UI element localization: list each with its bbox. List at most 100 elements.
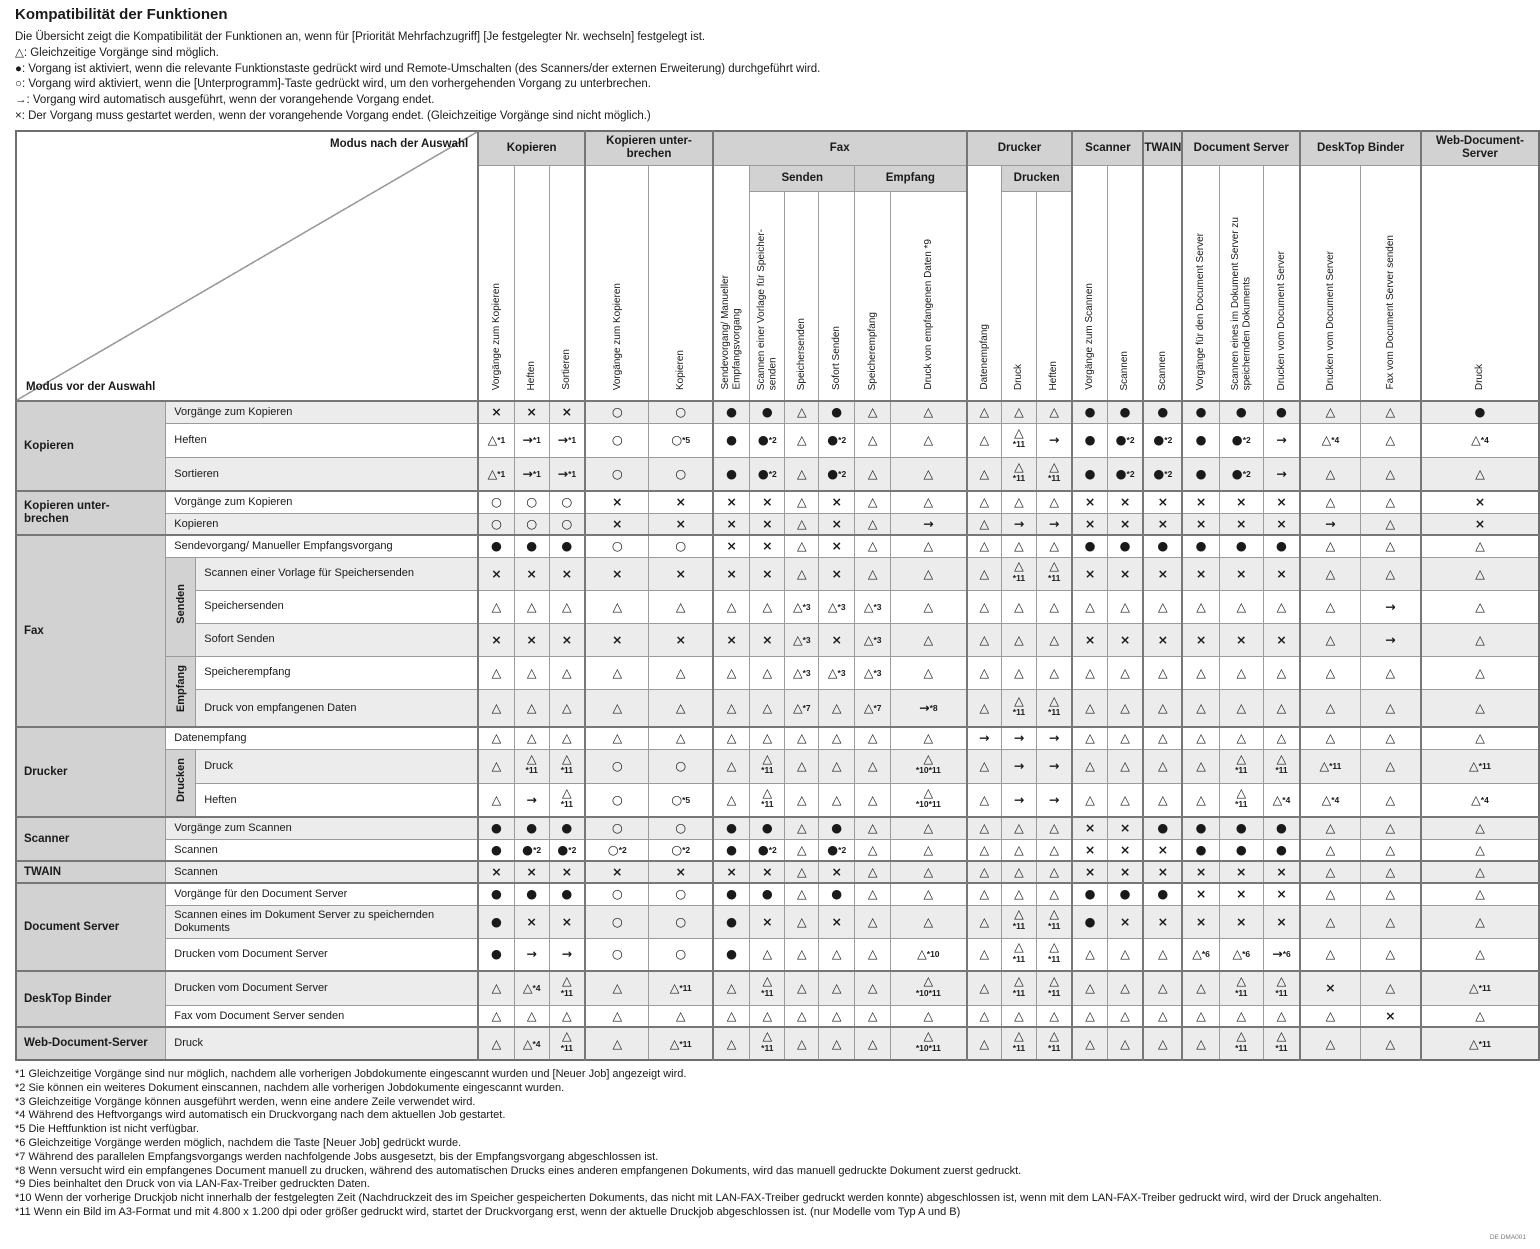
matrix-cell: △	[784, 490, 820, 514]
symbol: ●	[1084, 913, 1096, 929]
matrix-cell: △	[1420, 655, 1540, 690]
matrix-cell: ●	[477, 904, 515, 939]
matrix-cell: ×	[513, 400, 550, 424]
matrix-cell: △	[1359, 422, 1422, 458]
matrix-cell: △	[784, 748, 820, 784]
symbol: ○	[607, 841, 619, 857]
matrix-cell: △	[890, 838, 968, 862]
rotated-column-label: Kopieren	[674, 349, 686, 390]
symbol-with-footnote: △ *11	[1012, 973, 1026, 998]
matrix-cell: ●	[711, 422, 751, 458]
matrix-cell: ×	[1218, 882, 1264, 906]
symbol: ●	[827, 841, 839, 857]
symbol: △	[1049, 820, 1059, 836]
symbol: ×	[561, 404, 573, 420]
matrix-cell: △*11	[648, 1026, 714, 1061]
symbol: ○	[675, 758, 687, 773]
symbol: △	[796, 465, 807, 481]
matrix-cell: ○	[584, 816, 650, 840]
symbol: △	[923, 465, 934, 481]
matrix-cell: ○	[548, 512, 586, 536]
symbol: △	[1276, 699, 1287, 715]
symbol: △	[796, 494, 807, 510]
matrix-cell: △	[1299, 622, 1361, 657]
symbol: △	[1014, 864, 1024, 879]
symbol: △	[979, 980, 990, 996]
matrix-cell: △	[965, 622, 1002, 657]
matrix-cell: ○	[648, 904, 714, 939]
matrix-cell: ×	[1071, 838, 1108, 862]
symbol: △	[1475, 913, 1485, 929]
matrix-cell: △	[1142, 726, 1183, 750]
symbol: △	[491, 664, 502, 680]
matrix-cell: △*11	[1000, 1026, 1037, 1061]
symbol-with-footnote: △ *11	[1048, 973, 1061, 998]
matrix-cell: △	[965, 1004, 1002, 1028]
symbol: ●	[1195, 538, 1207, 554]
matrix-cell: ○*5	[648, 422, 714, 458]
column-subgroup-header: Senden	[749, 164, 856, 192]
symbol: △	[491, 1035, 502, 1051]
legend-bullet: ●: Vorgang ist aktiviert, wenn die relev…	[15, 62, 821, 75]
symbol-with-footnote: △ *11	[1235, 973, 1248, 998]
symbol: ●	[726, 820, 738, 836]
matrix-cell: △	[711, 589, 751, 624]
matrix-cell: △	[648, 688, 714, 728]
matrix-cell: ×	[749, 860, 786, 884]
symbol: ×	[1236, 515, 1247, 531]
matrix-cell: ○	[584, 904, 650, 939]
compatibility-matrix: Modus nach der Auswahl Modus vor der Ausw…	[15, 130, 1540, 1061]
matrix-cell: △	[1000, 882, 1037, 906]
matrix-cell: △	[584, 1004, 650, 1028]
matrix-cell: →	[1359, 589, 1422, 624]
symbol: △	[1325, 538, 1336, 554]
column-subgroup-header: Drucken	[1000, 164, 1073, 192]
symbol: △	[726, 758, 737, 773]
matrix-cell: △	[513, 589, 550, 624]
matrix-cell: △	[890, 726, 968, 750]
symbol: ●	[561, 820, 573, 836]
matrix-cell: △	[1359, 838, 1422, 862]
symbol: △	[1325, 598, 1336, 614]
matrix-cell: △*11	[1035, 688, 1073, 728]
matrix-cell: ×	[1218, 622, 1264, 657]
symbol: ●	[761, 404, 773, 420]
matrix-cell: △	[784, 904, 820, 939]
symbol: ●	[827, 465, 839, 481]
symbol: △	[1158, 791, 1168, 807]
symbol: ×	[726, 515, 737, 531]
symbol: △	[1236, 598, 1247, 614]
symbol: ●	[1235, 841, 1247, 857]
matrix-cell: △	[1000, 655, 1037, 690]
matrix-cell: △	[1359, 748, 1422, 784]
matrix-cell: △	[1359, 937, 1422, 972]
symbol: →	[1048, 758, 1060, 773]
symbol: △	[1325, 886, 1336, 902]
symbol: ●	[491, 886, 502, 902]
symbol: △	[979, 758, 990, 773]
symbol: △	[1085, 791, 1095, 807]
matrix-cell: △	[854, 904, 892, 939]
matrix-cell: △	[1262, 688, 1301, 728]
matrix-cell: ×	[818, 512, 856, 536]
matrix-cell: ×	[1071, 860, 1108, 884]
symbol: ○	[611, 946, 623, 962]
matrix-cell: △	[1299, 589, 1361, 624]
column-header: Scannen	[1142, 164, 1183, 402]
symbol: △	[1385, 538, 1396, 554]
symbol: △	[562, 598, 572, 614]
symbol: △	[796, 913, 807, 929]
symbol: △	[1049, 841, 1059, 857]
matrix-cell: △	[1299, 400, 1361, 424]
symbol: ×	[1385, 1007, 1396, 1023]
column-header: Sofort Senden	[818, 190, 856, 402]
symbol: ×	[675, 631, 686, 647]
matrix-cell: ●	[1262, 534, 1301, 558]
symbol: △	[1385, 841, 1396, 857]
matrix-cell: △	[965, 816, 1002, 840]
column-header: Druck von empfangenen Daten *9	[890, 190, 968, 402]
row-group-label: Kopieren unter- brechen	[15, 490, 167, 536]
symbol: △	[831, 980, 842, 996]
matrix-cell: △	[784, 937, 820, 972]
symbol: ●	[526, 538, 538, 554]
